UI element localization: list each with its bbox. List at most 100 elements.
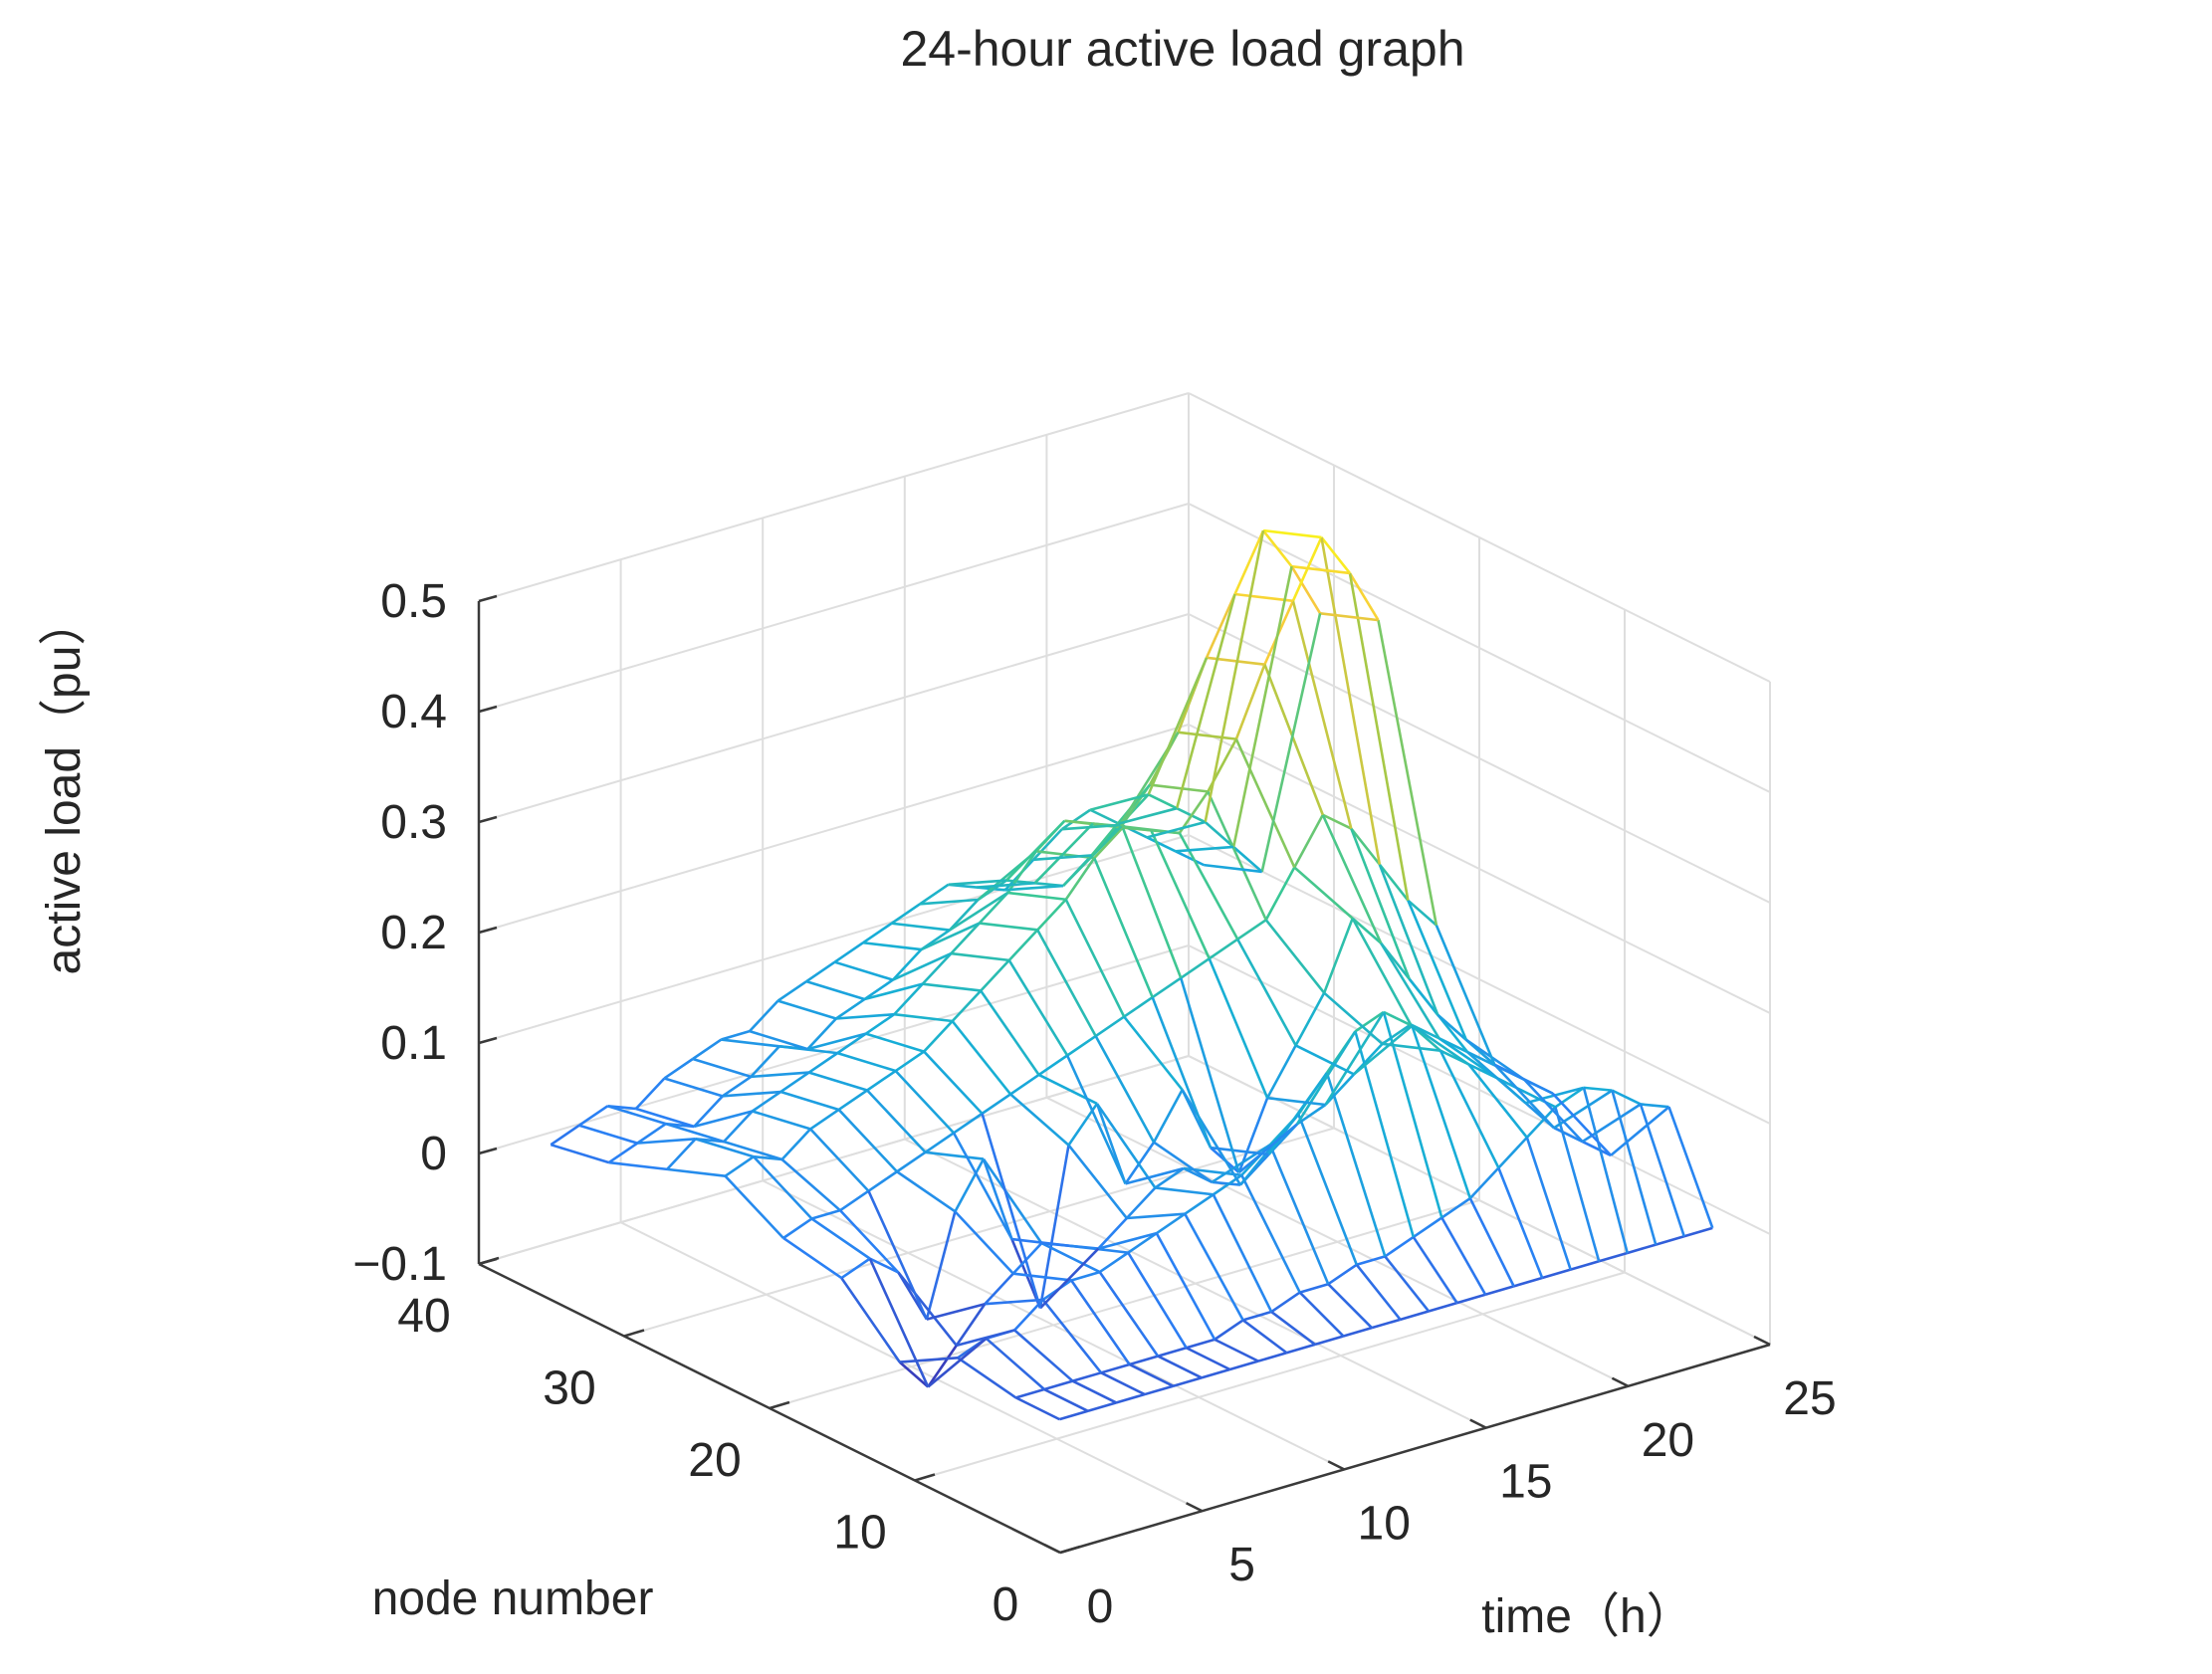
mesh-time-segment — [1322, 918, 1354, 994]
y-tick-mark — [478, 1256, 500, 1266]
gridline-z-back-1 — [478, 944, 1190, 1154]
mesh-time-segment — [1032, 828, 1063, 861]
gridline-z-back-6 — [478, 392, 1190, 602]
mesh-node-segment — [1236, 939, 1297, 1047]
mesh-time-segment — [1378, 863, 1410, 902]
mesh-node-segment — [1551, 1092, 1613, 1156]
mesh-node-segment — [1325, 1072, 1387, 1257]
mesh-node-segment — [1291, 600, 1353, 829]
mesh-node-segment — [1467, 1063, 1528, 1139]
mesh-time-segment — [1299, 1282, 1329, 1294]
mesh-node-segment — [1094, 1035, 1156, 1144]
mesh-node-segment — [1095, 1103, 1157, 1189]
mesh-node-segment — [724, 1174, 784, 1239]
mesh-time-segment — [1655, 1234, 1685, 1246]
x-tick-mark — [1186, 1502, 1204, 1513]
mesh-node-segment — [1237, 1123, 1298, 1174]
mesh-node-segment — [1181, 1089, 1242, 1186]
mesh-time-segment — [980, 959, 1010, 992]
mesh-time-segment — [1343, 1326, 1373, 1338]
y-tick-label: 40 — [397, 1290, 450, 1343]
mesh-node-segment — [777, 999, 837, 1020]
mesh-node-segment — [1129, 1362, 1174, 1387]
mesh-node-segment — [1231, 565, 1293, 848]
mesh-time-segment — [1265, 1044, 1297, 1099]
mesh-time-segment — [1611, 1089, 1642, 1106]
mesh-node-segment — [808, 1071, 868, 1092]
mesh-node-segment — [1093, 857, 1154, 998]
mesh-time-segment — [866, 1069, 897, 1092]
mesh-time-segment — [927, 1345, 958, 1388]
mesh-time-segment — [1129, 1355, 1159, 1366]
mesh-time-segment — [1233, 529, 1265, 595]
mesh-node-segment — [982, 1157, 1043, 1244]
mesh-node-segment — [578, 1124, 638, 1145]
mesh-node-segment — [1040, 1241, 1101, 1274]
mesh-node-segment — [1382, 1042, 1441, 1052]
mesh-node-segment — [1267, 1072, 1328, 1155]
x-tick-mark — [1327, 1460, 1345, 1471]
mesh-time-segment — [863, 978, 894, 1001]
mesh-time-segment — [692, 1038, 723, 1061]
mesh-time-segment — [1513, 1276, 1543, 1288]
mesh-time-segment — [1175, 850, 1205, 867]
mesh-node-segment — [1268, 1144, 1330, 1285]
mesh-node-segment — [891, 922, 951, 932]
mesh-node-segment — [1126, 1212, 1186, 1220]
mesh-node-segment — [1067, 1144, 1128, 1219]
mesh-node-segment — [864, 982, 924, 1001]
mesh-node-segment — [1295, 1030, 1357, 1126]
mesh-surface — [550, 528, 1714, 1421]
mesh-node-segment — [1204, 863, 1262, 874]
mesh-node-segment — [1004, 884, 1064, 892]
mesh-node-segment — [892, 951, 952, 981]
mesh-node-segment — [1070, 1279, 1131, 1365]
mesh-time-segment — [839, 1189, 870, 1212]
mesh-node-segment — [1465, 1038, 1525, 1081]
mesh-node-segment — [840, 1277, 901, 1363]
y-tick-label: 30 — [543, 1362, 595, 1415]
mesh-node-segment — [867, 1190, 929, 1321]
mesh-node-segment — [721, 1038, 779, 1048]
mesh-node-segment — [606, 1105, 667, 1126]
mesh-time-segment — [954, 1157, 986, 1212]
mesh-node-segment — [749, 1029, 808, 1051]
mesh-time-segment — [1497, 1137, 1528, 1169]
mesh-time-segment — [1064, 857, 1096, 901]
chart-title: 24-hour active load graph — [900, 21, 1464, 77]
mesh-node-segment — [977, 881, 1035, 889]
x-axis-label: time（h） — [1481, 1590, 1693, 1643]
mesh-time-segment — [1098, 1251, 1129, 1274]
mesh-time-segment — [1184, 1193, 1215, 1215]
mesh-node-segment — [922, 982, 982, 992]
mesh-time-segment — [724, 1155, 755, 1177]
mesh-node-segment — [1554, 1106, 1601, 1262]
mesh-time-segment — [1264, 866, 1296, 921]
mesh-time-segment — [1011, 1242, 1043, 1275]
mesh-node-segment — [664, 1077, 724, 1098]
mesh-time-segment — [891, 948, 923, 981]
mesh-node-segment — [1241, 1319, 1288, 1355]
mesh-time-segment — [1371, 1318, 1401, 1330]
mesh-time-segment — [833, 942, 864, 963]
mesh-time-segment — [1428, 1301, 1457, 1313]
mesh-time-segment — [982, 1158, 1013, 1240]
mesh-node-segment — [1208, 957, 1269, 1099]
z-tick-mark — [478, 926, 498, 935]
mesh-node-segment — [836, 1051, 897, 1073]
x-tick-mark — [1611, 1376, 1629, 1387]
mesh-node-segment — [1582, 1087, 1629, 1254]
mesh-node-segment — [1295, 1044, 1355, 1076]
mesh-time-segment — [1093, 826, 1124, 859]
mesh-time-segment — [1484, 1285, 1515, 1296]
mesh-node-segment — [751, 1071, 809, 1079]
z-tick-label: −0.1 — [352, 1238, 447, 1291]
mesh-time-segment — [1237, 1097, 1269, 1173]
mesh-time-segment — [723, 1110, 754, 1143]
mesh-node-segment — [1175, 845, 1234, 853]
mesh-time-segment — [1383, 1010, 1414, 1027]
mesh-node-segment — [865, 1032, 925, 1053]
mesh-time-segment — [1384, 1235, 1415, 1258]
mesh-node-segment — [1412, 1236, 1458, 1304]
mesh-node-segment — [1438, 1037, 1498, 1080]
